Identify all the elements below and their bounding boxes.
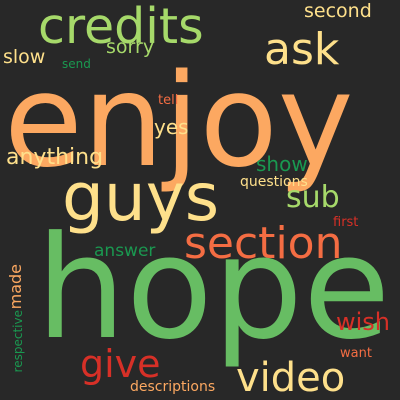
word-answer: answer: [94, 241, 156, 261]
word-second: second: [304, 0, 372, 22]
word-give: give: [80, 342, 161, 386]
word-credits: credits: [38, 0, 204, 55]
word-show: show: [256, 152, 308, 176]
word-respective: respective: [11, 310, 25, 373]
word-send: send: [62, 57, 91, 71]
word-slow: slow: [3, 46, 46, 68]
word-hope: hope: [36, 206, 391, 371]
word-ask: ask: [264, 24, 340, 75]
word-wish: wish: [336, 308, 391, 336]
word-tell: tell: [158, 93, 179, 108]
word-first: first: [333, 215, 359, 230]
word-questions: questions: [240, 174, 308, 190]
word-sub: sub: [286, 180, 340, 215]
word-sorry: sorry: [106, 36, 155, 58]
word-anything: anything: [6, 145, 104, 170]
word-video: video: [236, 355, 346, 400]
word-yes: yes: [154, 115, 189, 139]
word-enjoy: enjoy: [4, 47, 354, 196]
word-made: made: [6, 264, 25, 310]
word-descriptions: descriptions: [130, 379, 216, 395]
word-section: section: [184, 218, 343, 269]
word-guys: guys: [62, 159, 220, 236]
word-want: want: [340, 346, 372, 361]
